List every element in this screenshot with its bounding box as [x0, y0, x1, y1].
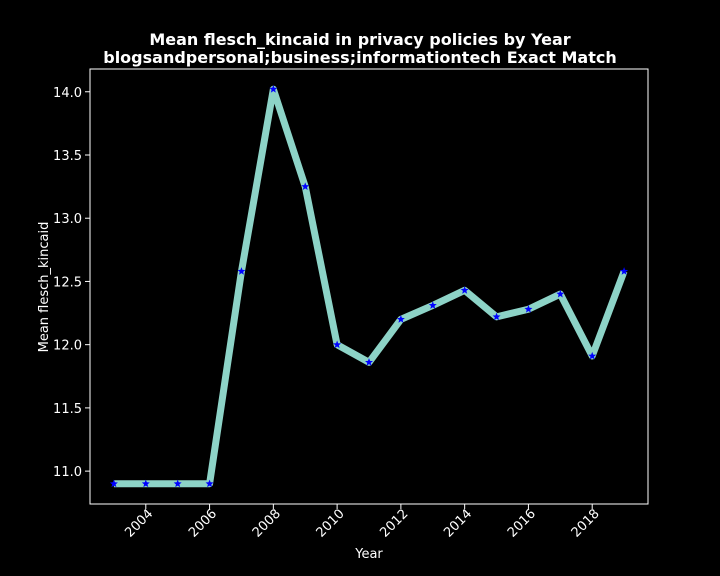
data-point-marker — [428, 301, 437, 309]
chart-title-line-1: Mean flesch_kincaid in privacy policies … — [149, 30, 571, 49]
data-point-marker — [556, 289, 565, 298]
chart-title-line-2: blogsandpersonal;business;informationtec… — [103, 48, 617, 67]
data-point-marker — [396, 315, 405, 323]
x-tick-label: 2006 — [186, 507, 220, 541]
x-tick-label: 2004 — [122, 507, 156, 541]
data-point-marker — [365, 358, 373, 366]
data-point-marker — [237, 267, 246, 275]
data-point-marker — [524, 305, 533, 313]
data-point-marker — [269, 85, 278, 93]
x-tick-label: 2010 — [314, 507, 348, 541]
data-point-marker — [301, 182, 310, 190]
data-point-marker — [620, 267, 629, 275]
x-tick-label: 2012 — [377, 507, 411, 541]
y-tick-label: 11.0 — [53, 465, 82, 480]
series-line — [113, 85, 628, 488]
data-point-marker — [333, 340, 342, 349]
data-point-marker — [205, 479, 214, 488]
plot-area — [89, 68, 649, 505]
y-tick-label: 11.5 — [53, 402, 82, 417]
y-tick-label: 14.0 — [53, 86, 82, 101]
x-axis-label: Year — [354, 547, 383, 562]
data-point-marker — [492, 312, 501, 321]
data-markers — [109, 85, 629, 488]
x-tick-label: 2016 — [505, 507, 539, 541]
y-tick-label: 12.5 — [53, 275, 82, 290]
x-tick-label: 2018 — [569, 507, 603, 541]
data-point-marker — [173, 479, 182, 488]
y-tick-label: 13.5 — [53, 149, 82, 164]
data-point-marker — [460, 286, 469, 294]
x-axis: 2004 2006 2008 2010 2012 2014 2016 2018 — [122, 504, 603, 541]
y-axis-label: Mean flesch_kincaid — [37, 222, 52, 353]
x-tick-label: 2008 — [250, 507, 284, 541]
data-point-marker — [141, 479, 150, 488]
data-point-marker — [588, 351, 597, 360]
data-point-marker — [109, 479, 118, 488]
y-tick-label: 12.0 — [53, 339, 82, 354]
y-tick-label: 13.0 — [53, 212, 82, 227]
x-tick-label: 2014 — [441, 507, 475, 541]
y-axis: 11.0 11.5 12.0 12.5 13.0 13.5 14.0 — [53, 86, 90, 480]
